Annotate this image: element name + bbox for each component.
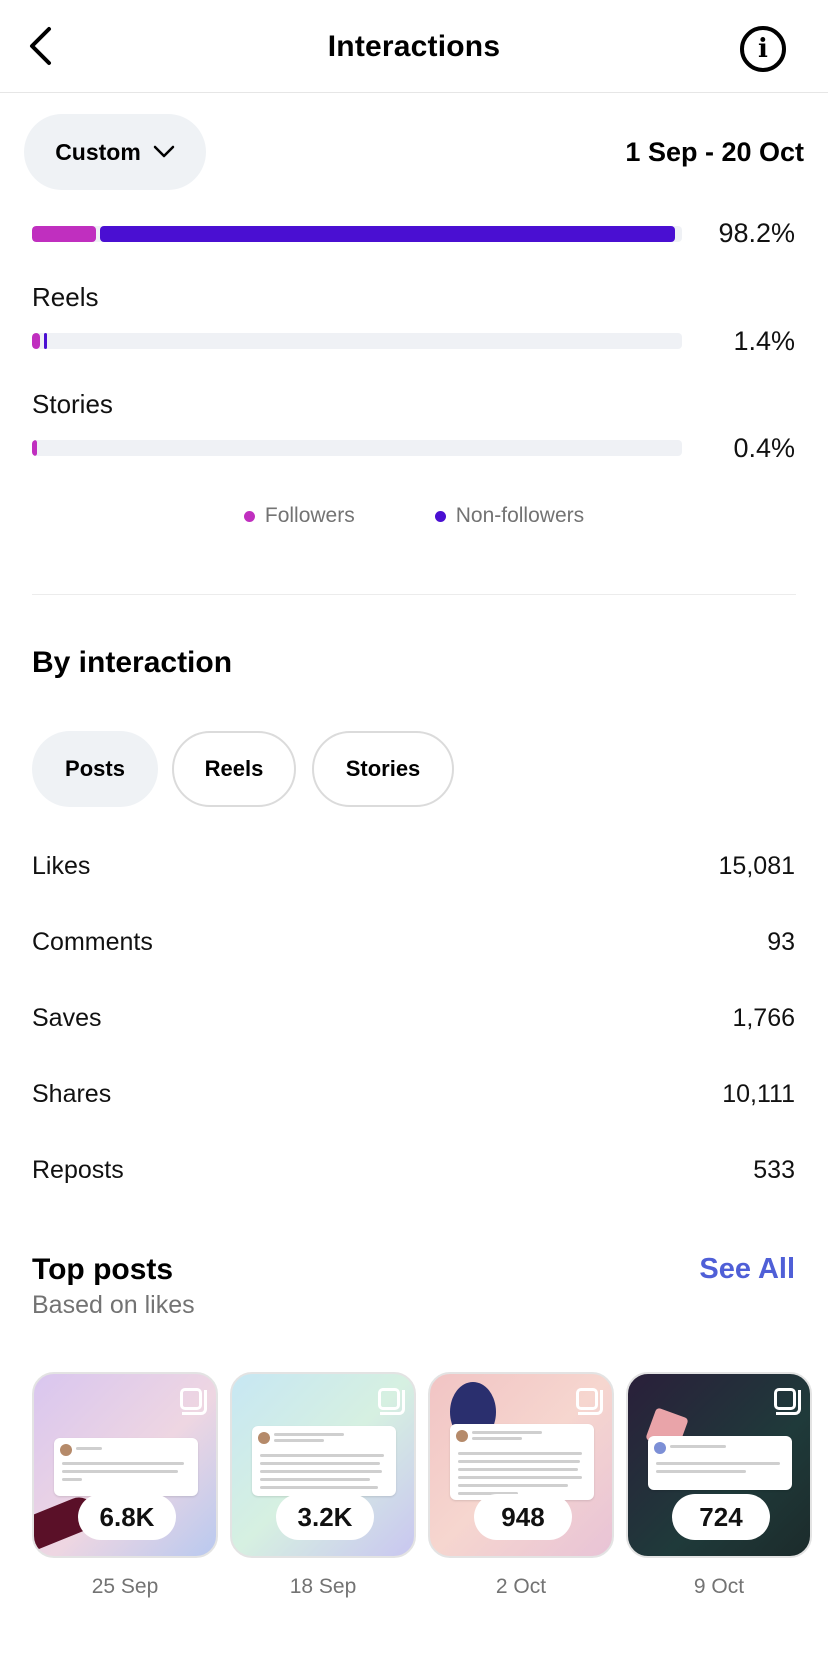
top-bar: Interactions i [0, 0, 828, 93]
non-followers-dot-icon [434, 510, 446, 522]
chevron-left-icon [30, 27, 51, 65]
top-post-thumbnail[interactable]: 6.8K [32, 1372, 218, 1558]
bar-non-followers-segment [44, 333, 47, 349]
metric-label-comments: Comments [32, 928, 153, 956]
breakdown-legend: Followers Non-followers [0, 504, 828, 528]
metric-value-saves: 1,766 [732, 1004, 795, 1032]
metric-label-shares: Shares [32, 1080, 112, 1108]
avatar [654, 1442, 666, 1454]
top-post-thumbnail[interactable]: 948 [428, 1372, 614, 1558]
post-preview-card [450, 1424, 594, 1500]
top-posts-subtitle: Based on likes [32, 1291, 195, 1319]
breakdown-percent: 98.2% [718, 218, 795, 248]
range-dropdown-button[interactable]: Custom [24, 114, 206, 190]
metric-value-comments: 93 [767, 928, 795, 956]
bar-followers-segment [32, 226, 96, 242]
info-icon: i [758, 34, 768, 64]
post-likes-count: 6.8K [78, 1494, 176, 1540]
metric-label-saves: Saves [32, 1004, 102, 1032]
carousel-icon [180, 1388, 207, 1415]
post-date: 2 Oct [495, 1575, 547, 1598]
post-preview-card [252, 1426, 396, 1496]
breakdown-bar-posts [32, 226, 682, 242]
post-likes-count: 3.2K [276, 1494, 374, 1540]
back-button[interactable] [20, 24, 60, 68]
bar-followers-segment [32, 440, 37, 456]
post-likes-count: 724 [672, 1494, 770, 1540]
avatar [258, 1432, 270, 1444]
breakdown-label-reels: Reels [32, 282, 99, 312]
legend-item-followers: Followers [243, 504, 355, 528]
metric-label-reposts: Reposts [32, 1156, 124, 1184]
info-button[interactable]: i [740, 26, 786, 72]
tab-stories[interactable]: Stories [312, 731, 454, 807]
post-date: 25 Sep [91, 1575, 159, 1598]
post-date: 18 Sep [289, 1575, 357, 1598]
carousel-icon [576, 1388, 603, 1415]
post-date: 9 Oct [693, 1575, 745, 1598]
post-likes-count: 948 [474, 1494, 572, 1540]
date-filter-row: Custom 1 Sep - 20 Oct [0, 93, 828, 211]
date-range-label: 1 Sep - 20 Oct [625, 137, 804, 167]
tab-reels[interactable]: Reels [172, 731, 296, 807]
tab-posts[interactable]: Posts [32, 731, 158, 807]
carousel-icon [378, 1388, 405, 1415]
breakdown-bar-reels [32, 333, 682, 349]
metric-label-likes: Likes [32, 852, 91, 880]
breakdown-percent: 1.4% [733, 326, 795, 356]
section-divider [32, 594, 796, 595]
top-posts-title: Top posts [32, 1253, 174, 1286]
avatar [60, 1444, 72, 1456]
bar-followers-segment [32, 333, 40, 349]
metric-value-reposts: 533 [753, 1156, 795, 1184]
breakdown-bar-stories [32, 440, 682, 456]
breakdown-percent: 0.4% [733, 433, 795, 463]
chevron-down-icon [153, 145, 175, 158]
avatar [456, 1430, 468, 1442]
breakdown-label-stories: Stories [32, 389, 113, 419]
page-title: Interactions [327, 30, 501, 63]
legend-label: Followers [264, 504, 355, 527]
legend-label: Non-followers [455, 504, 585, 527]
carousel-icon [774, 1388, 801, 1415]
top-post-thumbnail[interactable]: 3.2K [230, 1372, 416, 1558]
range-dropdown-label: Custom [55, 138, 141, 165]
post-preview-card [54, 1438, 198, 1496]
bar-non-followers-segment [100, 226, 675, 242]
followers-dot-icon [243, 510, 255, 522]
post-preview-card [648, 1436, 792, 1490]
by-interaction-title: By interaction [32, 646, 233, 679]
metric-value-shares: 10,111 [722, 1080, 795, 1108]
metric-value-likes: 15,081 [718, 852, 795, 880]
top-post-thumbnail[interactable]: 724 [626, 1372, 812, 1558]
legend-item-non-followers: Non-followers [434, 504, 585, 528]
see-all-link[interactable]: See All [699, 1253, 795, 1285]
